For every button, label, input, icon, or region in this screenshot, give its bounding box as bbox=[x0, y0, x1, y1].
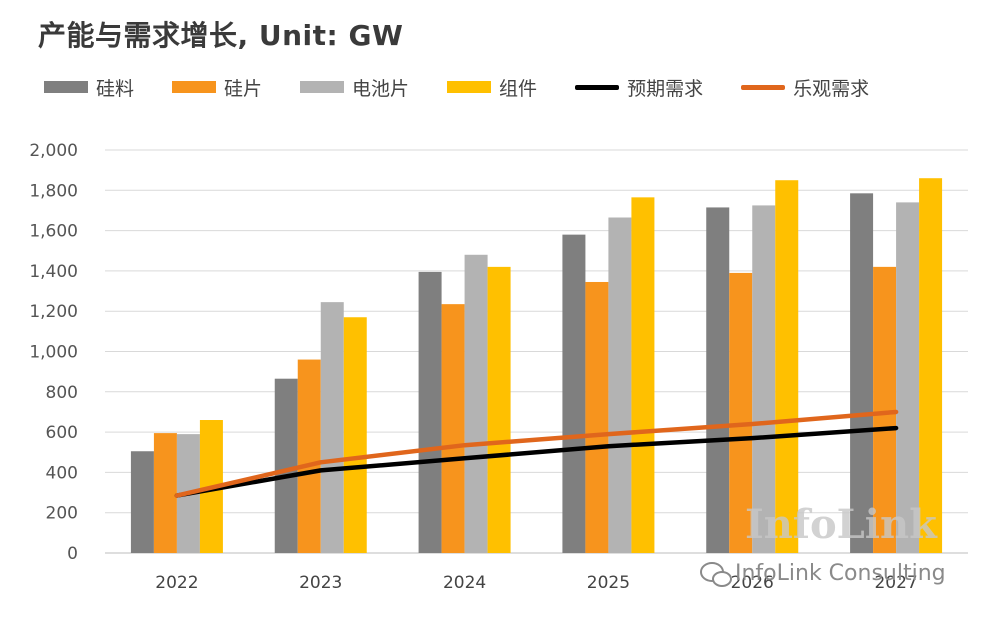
bar-组件-2026 bbox=[775, 180, 799, 553]
bar-硅片-2027 bbox=[873, 266, 897, 553]
y-tick-label: 1,800 bbox=[29, 181, 78, 201]
bar-硅片-2026 bbox=[729, 272, 753, 553]
y-tick-label: 2,000 bbox=[29, 141, 78, 161]
bar-组件-2024 bbox=[487, 266, 511, 553]
legend-line-expected-demand bbox=[575, 84, 620, 90]
x-tick-label: 2024 bbox=[443, 573, 486, 593]
bar-硅片-2025 bbox=[585, 281, 609, 553]
x-axis-ticks: 2022 2023 2024 2025 2026 2027 bbox=[155, 573, 917, 593]
bar-硅料-2026 bbox=[706, 207, 730, 554]
bar-组件-2023 bbox=[343, 317, 367, 553]
y-tick-label: 1,000 bbox=[29, 343, 78, 363]
x-tick-label: 2023 bbox=[299, 573, 342, 593]
legend-swatch-wafer bbox=[172, 81, 217, 93]
line-预期需求 bbox=[174, 425, 899, 498]
y-tick-label: 1,200 bbox=[29, 302, 78, 322]
x-tick-label: 2025 bbox=[587, 573, 630, 593]
bar-组件-2025 bbox=[631, 197, 655, 554]
watermark-logo: InfoLink bbox=[745, 501, 938, 548]
bar-硅片-2022 bbox=[153, 433, 177, 553]
bar-电池片-2024 bbox=[464, 254, 488, 553]
y-tick-label: 800 bbox=[46, 383, 78, 403]
bar-硅片-2023 bbox=[297, 359, 321, 553]
bar-电池片-2023 bbox=[320, 302, 344, 553]
legend-label-cell: 电池片 bbox=[352, 77, 410, 100]
legend-item-module: 组件 bbox=[447, 74, 537, 101]
bar-硅料-2023 bbox=[274, 378, 298, 553]
legend-swatch-cell bbox=[300, 81, 345, 93]
y-axis-ticks: 0 200 400 600 800 1,000 1,200 1,400 1,600 1,800 2,… bbox=[29, 141, 78, 564]
x-tick-label: 2026 bbox=[731, 573, 774, 593]
x-tick-label: 2027 bbox=[874, 573, 917, 593]
y-tick-label: 200 bbox=[46, 504, 78, 524]
y-tick-label: 1,400 bbox=[29, 262, 78, 282]
legend-swatch-silicon bbox=[44, 81, 88, 93]
bar-硅料-2022 bbox=[130, 451, 154, 553]
legend-label-wafer: 硅片 bbox=[224, 77, 263, 100]
legend-item-silicon: 硅料 bbox=[44, 74, 134, 101]
bar-电池片-2027 bbox=[896, 202, 920, 553]
legend: 硅料 硅片 电池片 组件 预期需求 乐观需求 bbox=[44, 72, 907, 102]
bar-硅料-2025 bbox=[562, 234, 586, 553]
legend-item-optimistic-demand: 乐观需求 bbox=[741, 74, 869, 101]
legend-label-optimistic-demand: 乐观需求 bbox=[793, 77, 870, 100]
y-tick-label: 400 bbox=[46, 463, 78, 483]
legend-item-cell: 电池片 bbox=[300, 74, 409, 101]
y-tick-label: 1,600 bbox=[29, 222, 78, 242]
legend-swatch-module bbox=[447, 81, 492, 93]
bar-硅料-2024 bbox=[418, 271, 442, 553]
bar-组件-2027 bbox=[919, 178, 943, 553]
wechat-icon bbox=[700, 562, 732, 587]
x-tick-label: 2022 bbox=[155, 573, 198, 593]
legend-item-expected-demand: 预期需求 bbox=[575, 74, 703, 101]
bar-电池片-2025 bbox=[608, 217, 632, 553]
legend-item-wafer: 硅片 bbox=[172, 74, 262, 101]
y-tick-label: 0 bbox=[67, 544, 78, 564]
y-tick-label: 600 bbox=[46, 423, 78, 443]
line-乐观需求 bbox=[174, 409, 899, 498]
chart-title: 产能与需求增长, Unit: GW bbox=[38, 19, 404, 52]
watermark-account: InfoLink Consulting bbox=[700, 561, 946, 587]
legend-label-silicon: 硅料 bbox=[96, 77, 135, 100]
bars bbox=[130, 178, 943, 554]
bar-硅料-2027 bbox=[850, 193, 874, 553]
bar-硅片-2024 bbox=[441, 304, 465, 553]
gridlines bbox=[105, 149, 968, 554]
bar-电池片-2026 bbox=[752, 205, 776, 553]
legend-label-module: 组件 bbox=[499, 77, 538, 100]
watermark-account-text: InfoLink Consulting bbox=[735, 561, 946, 586]
demand-lines bbox=[174, 409, 899, 498]
legend-line-optimistic-demand bbox=[741, 84, 786, 90]
legend-label-expected-demand: 预期需求 bbox=[627, 77, 704, 100]
